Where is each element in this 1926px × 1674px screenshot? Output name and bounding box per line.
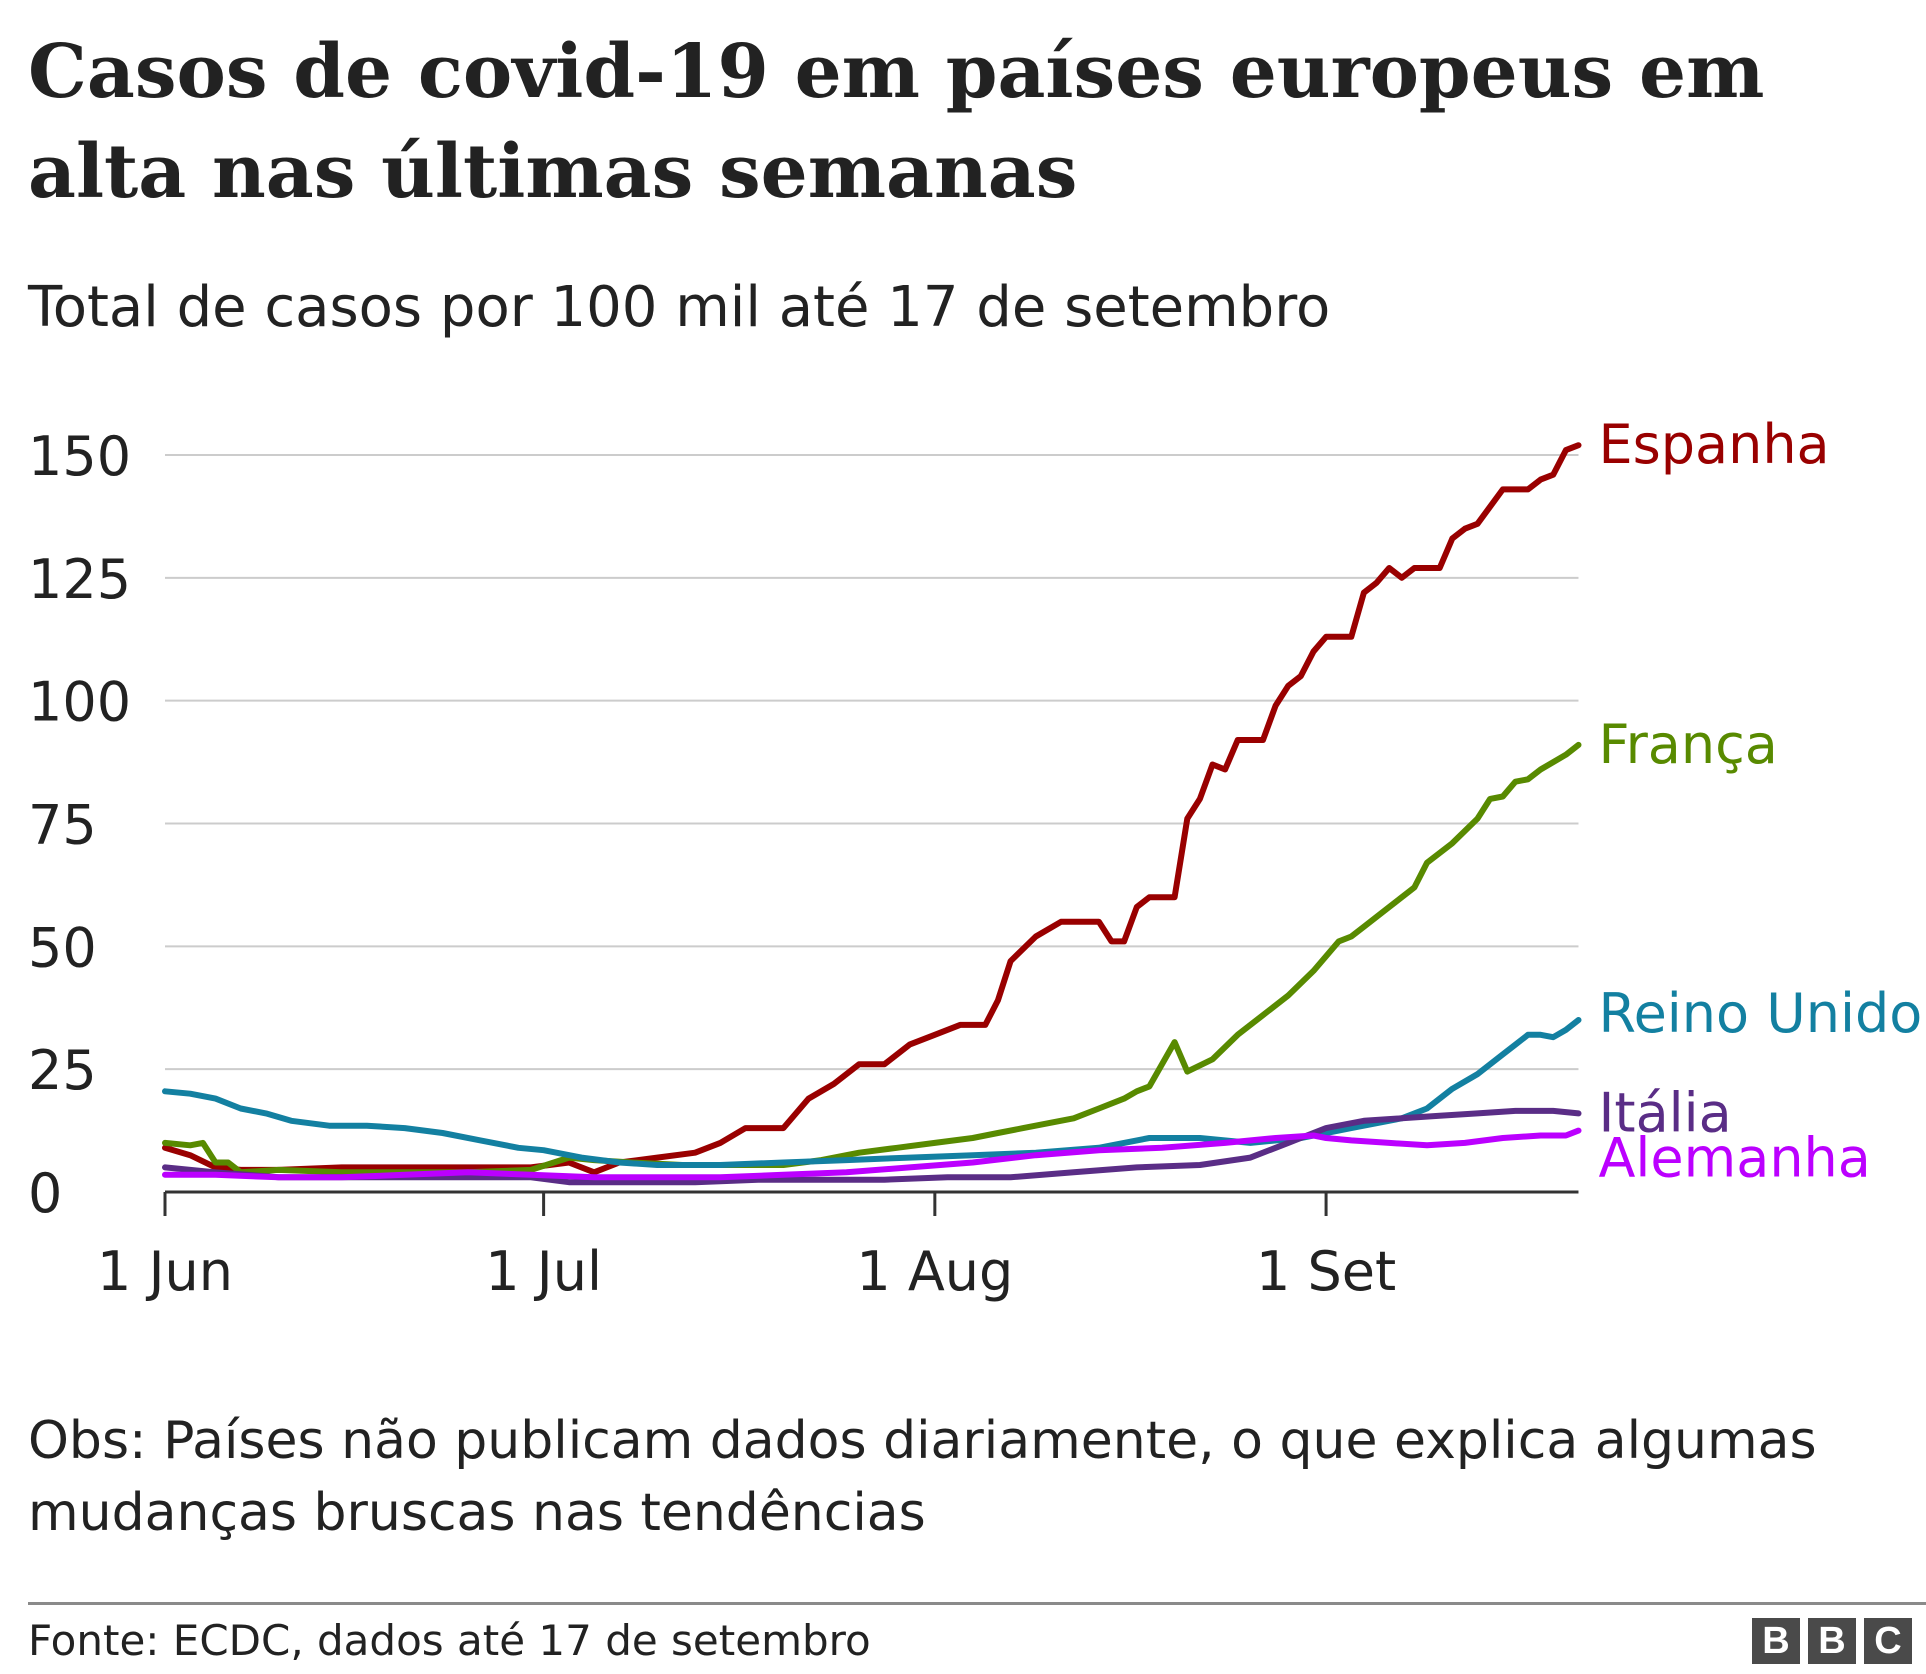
y-axis: 0 25 50 75 100 125 150 (28, 425, 131, 1225)
series-line (162, 1107, 1582, 1186)
y-tick-label: 150 (28, 425, 131, 488)
series-line (162, 442, 1582, 1176)
bbc-logo-letter: B (1752, 1618, 1800, 1664)
y-tick-label: 125 (28, 548, 131, 611)
footnote: Obs: Países não publicam dados diariamen… (28, 1411, 1817, 1543)
series-lines (162, 442, 1582, 1186)
bbc-logo-letter: C (1864, 1618, 1912, 1664)
series-label: Itália (1598, 1081, 1731, 1144)
gridlines (165, 454, 1579, 1194)
source-text: Fonte: ECDC, dados até 17 de setembro (28, 1616, 871, 1665)
y-tick-label: 50 (28, 916, 97, 979)
x-tick-label: 1 Set (1256, 1240, 1396, 1303)
series-label: Alemanha (1598, 1127, 1870, 1190)
x-axis: 1 Jun 1 Jul 1 Aug 1 Set (97, 1192, 1396, 1303)
series-label: Reino Unido (1598, 982, 1922, 1045)
series-line (162, 1127, 1582, 1181)
y-tick-label: 0 (28, 1162, 62, 1225)
y-tick-label: 75 (28, 794, 97, 857)
y-tick-label: 100 (28, 671, 131, 734)
series-label: Espanha (1598, 413, 1829, 476)
bbc-logo-letter: B (1808, 1618, 1856, 1664)
bbc-logo: B B C (1752, 1618, 1912, 1664)
x-tick-label: 1 Aug (856, 1240, 1013, 1303)
series-label: França (1598, 713, 1777, 776)
y-tick-label: 25 (28, 1039, 97, 1102)
footer-divider (28, 1602, 1926, 1605)
chart-title: Casos de covid-19 em países europeus em … (28, 29, 1765, 215)
series-line (162, 741, 1582, 1176)
x-tick-label: 1 Jun (97, 1240, 233, 1303)
series-line (162, 1017, 1582, 1168)
line-chart: 0 25 50 75 100 125 150 1 Jun 1 Jul 1 Aug 1 Set Es… (28, 413, 1922, 1303)
chart-subtitle: Total de casos por 100 mil até 17 de set… (28, 275, 1331, 340)
x-tick-label: 1 Jul (485, 1240, 602, 1303)
